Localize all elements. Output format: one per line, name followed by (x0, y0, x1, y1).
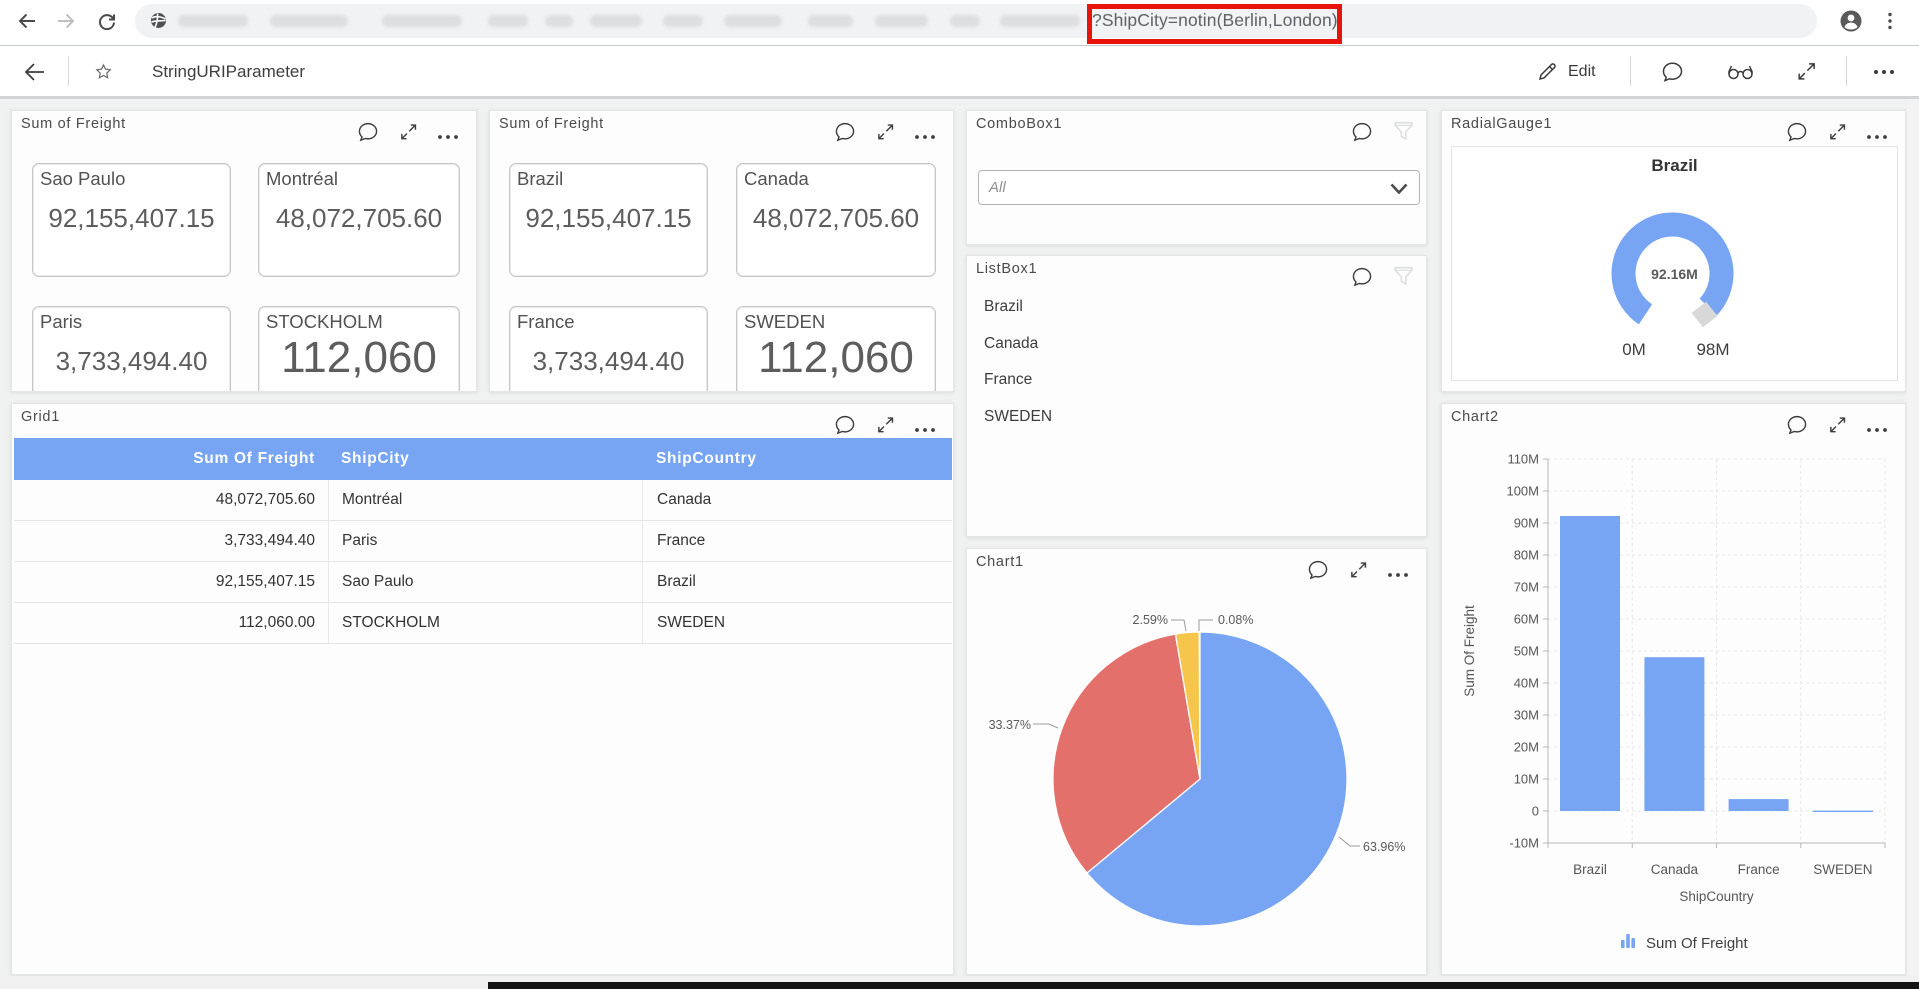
svg-text:50M: 50M (1514, 644, 1539, 659)
svg-text:0: 0 (1532, 804, 1539, 819)
svg-text:110M: 110M (1507, 452, 1539, 467)
svg-text:SWEDEN: SWEDEN (1813, 862, 1872, 877)
svg-text:30M: 30M (1514, 708, 1539, 723)
svg-text:0.08%: 0.08% (1218, 613, 1253, 627)
svg-text:10M: 10M (1514, 772, 1539, 787)
svg-text:70M: 70M (1514, 580, 1539, 595)
svg-text:Sum Of Freight: Sum Of Freight (1462, 605, 1477, 697)
svg-text:60M: 60M (1514, 612, 1539, 627)
svg-text:80M: 80M (1514, 548, 1539, 563)
svg-text:2.59%: 2.59% (1133, 613, 1168, 627)
svg-text:100M: 100M (1506, 484, 1539, 499)
svg-text:20M: 20M (1514, 740, 1539, 755)
svg-text:40M: 40M (1514, 676, 1539, 691)
svg-text:Sum Of Freight: Sum Of Freight (1646, 935, 1749, 952)
svg-text:-10M: -10M (1509, 836, 1539, 851)
svg-text:33.37%: 33.37% (989, 718, 1031, 732)
svg-text:Brazil: Brazil (1573, 862, 1607, 877)
svg-text:63.96%: 63.96% (1363, 840, 1405, 854)
svg-text:ShipCountry: ShipCountry (1679, 889, 1754, 904)
svg-text:Canada: Canada (1651, 862, 1699, 877)
svg-text:France: France (1738, 862, 1780, 877)
svg-text:90M: 90M (1514, 516, 1539, 531)
